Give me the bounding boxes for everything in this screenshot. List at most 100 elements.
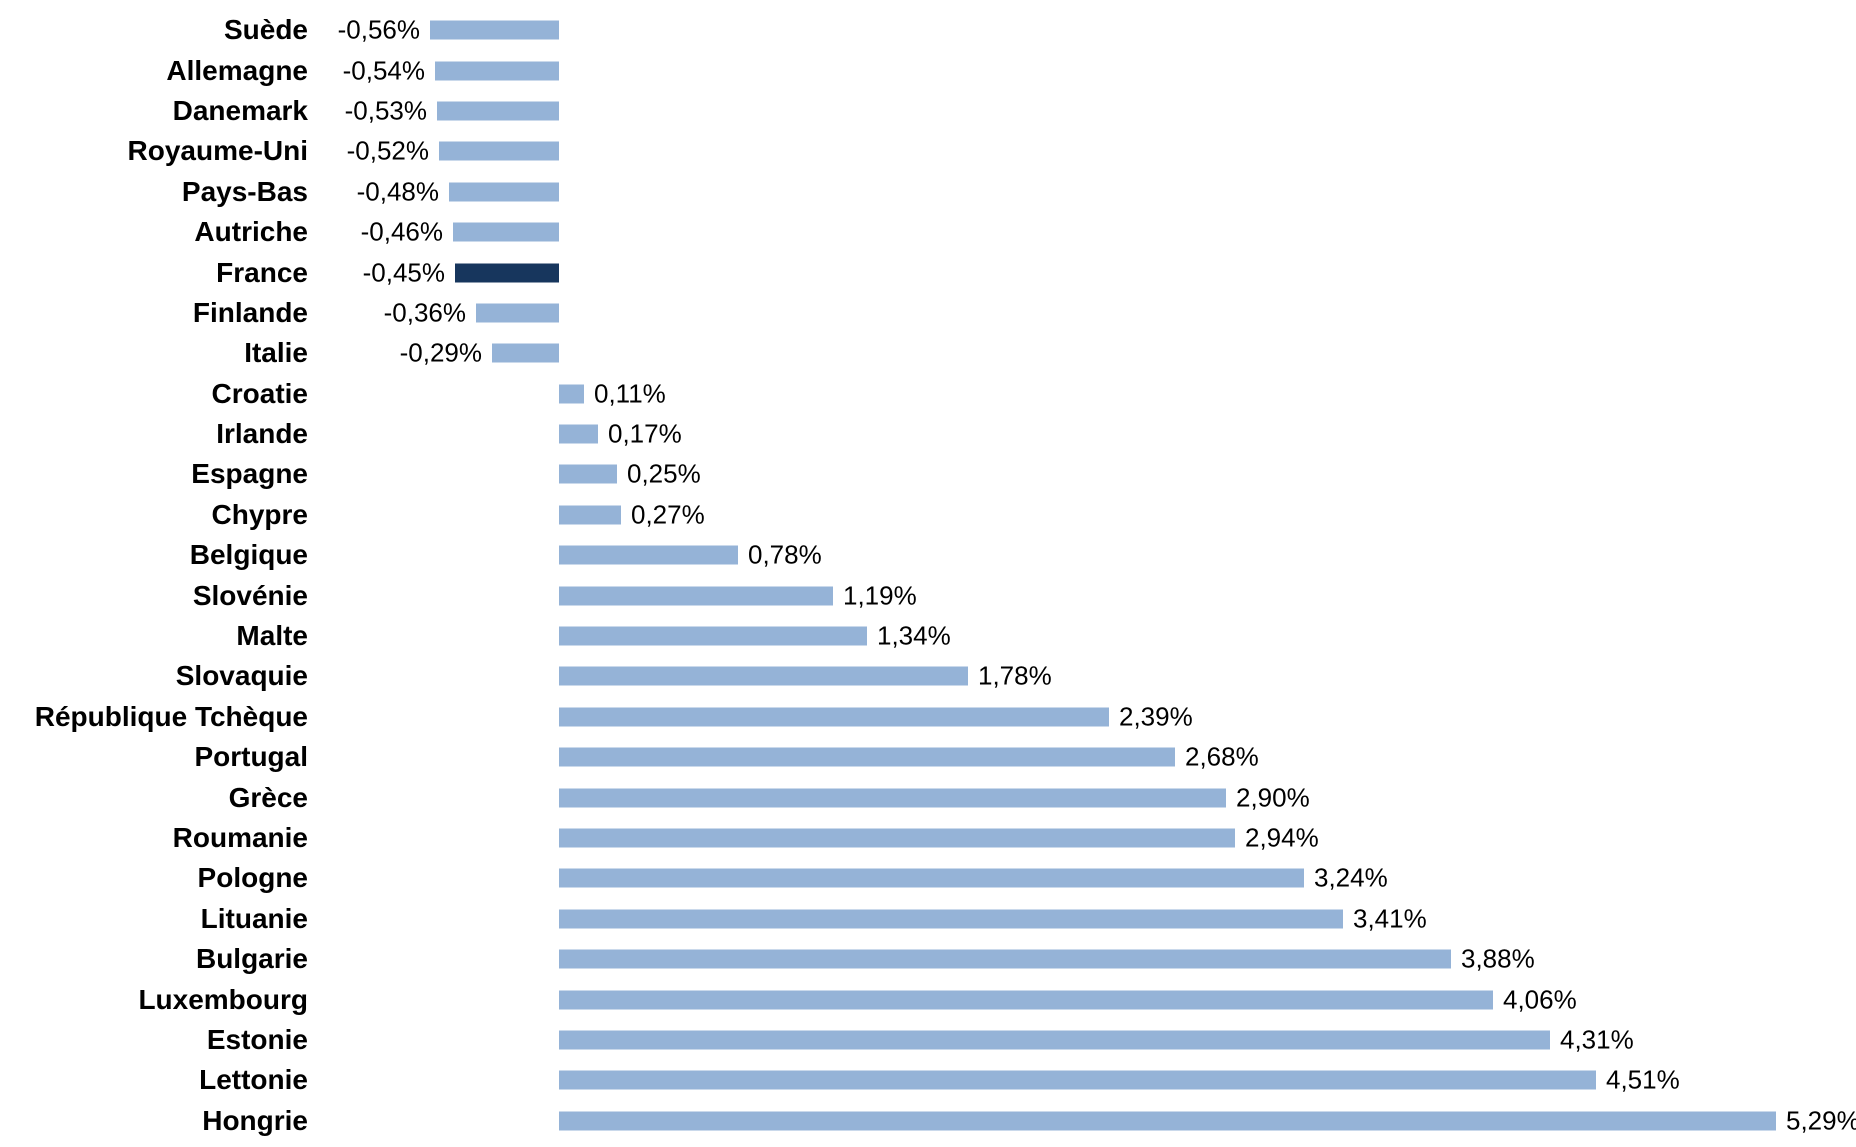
bar <box>559 868 1304 888</box>
bar <box>492 343 559 363</box>
value-label: 4,06% <box>1503 984 1577 1015</box>
chart-row: République Tchèque 2,39% <box>0 697 1856 737</box>
bar <box>559 464 617 484</box>
chart-row: Grèce 2,90% <box>0 777 1856 817</box>
category-label: Irlande <box>216 418 308 450</box>
chart-row: Slovénie 1,19% <box>0 575 1856 615</box>
value-label: 1,34% <box>877 620 951 651</box>
value-label: 0,27% <box>631 499 705 530</box>
category-label: Bulgarie <box>195 943 308 975</box>
bar <box>559 788 1226 808</box>
category-label: Portugal <box>194 741 308 773</box>
chart-row: Hongrie 5,29% <box>0 1101 1856 1141</box>
value-label: 2,39% <box>1119 701 1193 732</box>
category-label: Slovaquie <box>175 660 308 692</box>
category-label: Grèce <box>228 781 308 813</box>
value-label: 1,78% <box>978 660 1052 691</box>
chart-row: Portugal 2,68% <box>0 737 1856 777</box>
value-label: 0,25% <box>627 458 701 489</box>
value-label: 0,17% <box>608 418 682 449</box>
category-label: Estonie <box>206 1023 308 1055</box>
bar <box>437 101 559 121</box>
bar <box>453 222 559 242</box>
chart-row: Estonie 4,31% <box>0 1020 1856 1060</box>
chart-row: Irlande 0,17% <box>0 414 1856 454</box>
value-label: 2,68% <box>1185 741 1259 772</box>
chart-row: France -0,45% <box>0 252 1856 292</box>
chart-row: Suède -0,56% <box>0 10 1856 50</box>
category-label: Hongrie <box>202 1104 308 1136</box>
category-label: Belgique <box>189 539 308 571</box>
bar <box>559 1111 1776 1131</box>
category-label: Espagne <box>191 458 308 490</box>
chart-rows: Suède -0,56% Allemagne -0,54% Danemark -0,53%… <box>0 10 1856 1141</box>
chart-row: Chypre 0,27% <box>0 495 1856 535</box>
bar <box>559 626 867 646</box>
bar <box>559 707 1109 727</box>
category-label: Pays-Bas <box>181 175 308 207</box>
bar <box>449 182 559 202</box>
chart-row: Pologne 3,24% <box>0 858 1856 898</box>
category-label: Italie <box>244 337 308 369</box>
category-label: Roumanie <box>172 822 308 853</box>
category-label: Lettonie <box>199 1064 308 1096</box>
value-label: 3,24% <box>1314 862 1388 893</box>
chart-row: Lituanie 3,41% <box>0 899 1856 939</box>
category-label: Royaume-Uni <box>127 135 308 167</box>
value-label: -0,56% <box>337 14 420 45</box>
value-label: 0,78% <box>748 539 822 570</box>
bar <box>559 909 1343 929</box>
bar <box>559 424 598 444</box>
value-label: -0,52% <box>346 135 429 166</box>
chart-row: Belgique 0,78% <box>0 535 1856 575</box>
chart-row: Italie -0,29% <box>0 333 1856 373</box>
bar <box>559 990 1493 1010</box>
category-label: France <box>216 256 308 288</box>
chart-row: Finlande -0,36% <box>0 293 1856 333</box>
category-label: Suède <box>223 14 308 46</box>
category-label: Autriche <box>194 216 308 248</box>
value-label: 5,29% <box>1786 1105 1856 1136</box>
category-label: République Tchèque <box>34 700 308 732</box>
value-label: 3,88% <box>1461 943 1535 974</box>
bar <box>435 61 559 81</box>
category-label: Allemagne <box>166 54 308 86</box>
bar <box>559 586 833 606</box>
chart-row: Roumanie 2,94% <box>0 818 1856 858</box>
category-label: Luxembourg <box>138 983 308 1015</box>
chart-row: Lettonie 4,51% <box>0 1060 1856 1100</box>
value-label: -0,29% <box>399 337 482 368</box>
bar <box>430 20 559 40</box>
chart-row: Allemagne -0,54% <box>0 50 1856 90</box>
category-label: Danemark <box>172 94 308 126</box>
bar <box>559 666 968 686</box>
bar <box>559 949 1451 969</box>
value-label: 2,90% <box>1236 782 1310 813</box>
bar <box>559 828 1235 848</box>
value-label: 0,11% <box>594 378 666 409</box>
bar <box>559 1030 1550 1050</box>
bar <box>559 747 1175 767</box>
chart-row: Luxembourg 4,06% <box>0 979 1856 1019</box>
category-label: Slovénie <box>192 579 308 611</box>
value-label: -0,48% <box>356 176 439 207</box>
chart-row: Slovaquie 1,78% <box>0 656 1856 696</box>
value-label: 3,41% <box>1353 903 1427 934</box>
chart-row: Autriche -0,46% <box>0 212 1856 252</box>
bar <box>559 384 584 404</box>
bar-highlight <box>455 263 559 283</box>
category-label: Lituanie <box>200 902 308 934</box>
category-label: Pologne <box>197 862 308 894</box>
value-label: -0,54% <box>342 55 425 86</box>
category-label: Finlande <box>192 296 308 328</box>
bar <box>476 303 559 323</box>
value-label: 2,94% <box>1245 822 1319 853</box>
value-label: 4,51% <box>1606 1064 1680 1095</box>
category-label: Croatie <box>211 377 308 409</box>
category-label: Malte <box>236 620 308 652</box>
chart-row: Pays-Bas -0,48% <box>0 172 1856 212</box>
category-label: Chypre <box>211 498 308 530</box>
bar <box>559 505 621 525</box>
chart-row: Espagne 0,25% <box>0 454 1856 494</box>
